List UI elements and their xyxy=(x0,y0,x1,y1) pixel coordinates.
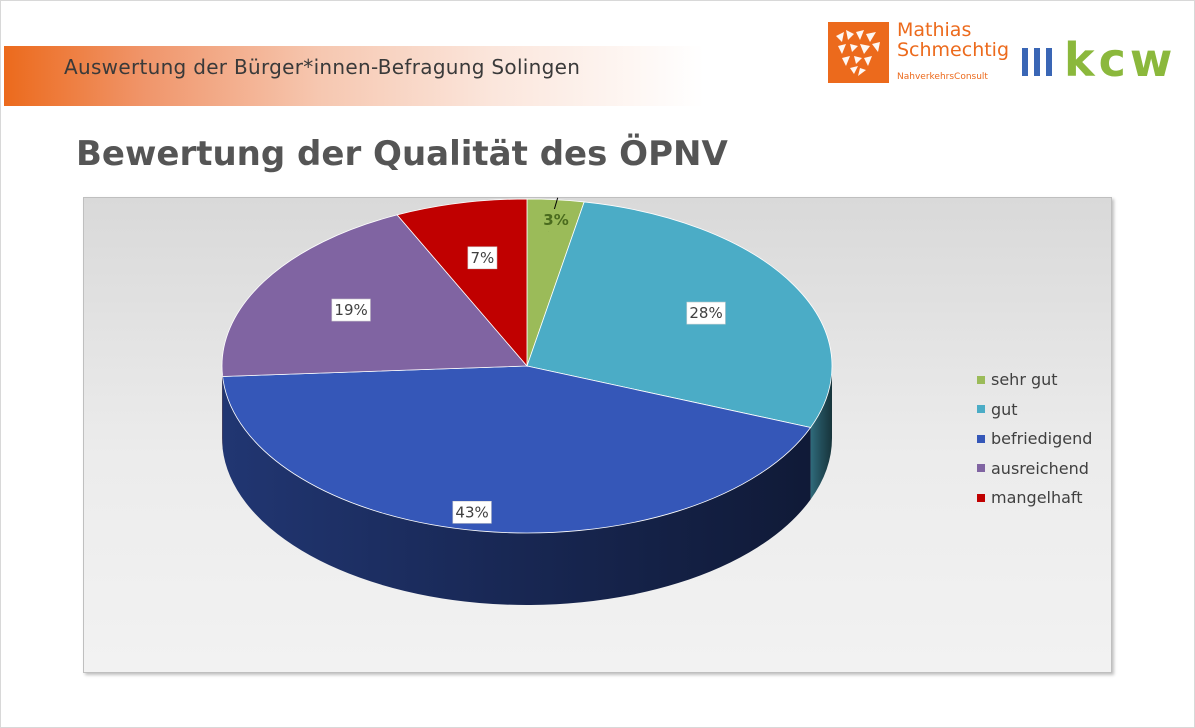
legend-label: gut xyxy=(991,399,1018,419)
mathias-schmechtig-logo-name: Mathias Schmechtig xyxy=(897,19,1010,61)
page-title: Bewertung der Qualität des ÖPNV xyxy=(76,134,728,174)
legend-swatch-icon xyxy=(977,434,985,443)
data-label-text-3: 19% xyxy=(334,301,367,319)
data-label-text-4: 7% xyxy=(471,249,495,267)
data-label-box-1 xyxy=(686,301,726,325)
legend-swatch-icon xyxy=(977,405,985,414)
pie-slice-4 xyxy=(396,198,528,368)
legend-item-4: mangelhaft xyxy=(977,483,1092,513)
data-label-text-2: 43% xyxy=(455,503,488,521)
data-label-3: 19% xyxy=(331,298,371,322)
legend-item-1: gut xyxy=(977,395,1092,425)
kcw-logo-text: kcw xyxy=(1064,33,1176,82)
data-label-text-0: 3% xyxy=(543,211,568,229)
mathias-schmechtig-logo-icon xyxy=(828,22,889,83)
data-label-box-4 xyxy=(467,246,498,270)
data-label-4: 7% xyxy=(467,246,498,270)
pie-side-2 xyxy=(222,376,811,605)
legend-item-3: ausreichend xyxy=(977,454,1092,484)
header-band xyxy=(4,46,704,106)
legend-item-2: befriedigend xyxy=(977,424,1092,454)
legend-swatch-icon xyxy=(977,493,985,502)
data-label-2: 43% xyxy=(452,500,492,524)
pie-side-3 xyxy=(222,366,223,449)
data-label-box-3 xyxy=(331,298,371,322)
data-label-box-0 xyxy=(541,209,571,231)
pie-slice-1 xyxy=(526,201,833,428)
data-label-1: 28% xyxy=(686,301,726,325)
data-label-box-2 xyxy=(452,500,492,524)
data-label-text-1: 28% xyxy=(689,304,722,322)
legend-label: ausreichend xyxy=(991,458,1089,478)
kcw-logo: kcw xyxy=(1018,26,1178,87)
pie-slice-3 xyxy=(221,214,528,377)
legend-label: sehr gut xyxy=(991,370,1058,390)
mathias-schmechtig-logo-sub: NahverkehrsConsult xyxy=(897,72,988,82)
pie-side-1 xyxy=(810,366,833,500)
legend-swatch-icon xyxy=(977,375,985,384)
kcw-bars-icon xyxy=(1022,48,1052,76)
header-title: Auswertung der Bürger*innen-Befragung So… xyxy=(64,55,581,79)
chart-legend: sehr gut gut befriedigend ausreichend mangel… xyxy=(977,365,1092,513)
pie-slice-2 xyxy=(222,365,812,534)
legend-label: mangelhaft xyxy=(991,488,1083,508)
legend-label: befriedigend xyxy=(991,429,1093,449)
data-label-0: 3% xyxy=(541,209,571,231)
legend-item-0: sehr gut xyxy=(977,365,1092,395)
legend-swatch-icon xyxy=(977,464,985,473)
